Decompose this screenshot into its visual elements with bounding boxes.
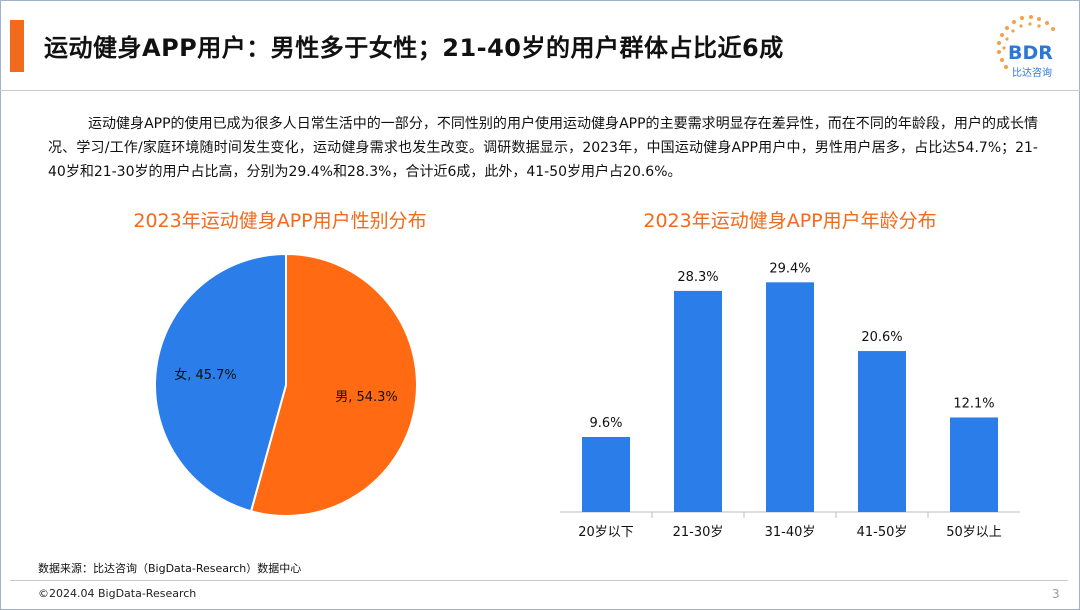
- x-tick-label: 41-50岁: [857, 525, 908, 540]
- pie-label-female: 女, 45.7%: [174, 367, 237, 383]
- bar-value-label: 20.6%: [861, 330, 902, 345]
- x-tick-label: 50岁以上: [946, 525, 1002, 540]
- bar-value-label: 9.6%: [589, 416, 622, 431]
- page-title: 运动健身APP用户：男性多于女性；21-40岁的用户群体占比近6成: [44, 34, 784, 62]
- x-tick-label: 31-40岁: [765, 525, 816, 540]
- age-chart-title: 2023年运动健身APP用户年龄分布: [643, 210, 937, 232]
- bar-value-label: 29.4%: [769, 261, 810, 276]
- gender-pie-chart: 男, 54.3% 女, 45.7%: [154, 252, 418, 517]
- logo-subtitle: 比达咨询: [1012, 68, 1052, 79]
- bar-value-label: 12.1%: [953, 396, 994, 411]
- pie-slice-female: [154, 252, 287, 513]
- logo-dots-icon: [997, 15, 1055, 69]
- x-tick-label: 20岁以下: [578, 525, 634, 540]
- page-number: 3: [1052, 587, 1060, 601]
- gender-chart-title: 2023年运动健身APP用户性别分布: [133, 210, 427, 232]
- bar-4: [950, 417, 998, 512]
- bar-2: [766, 282, 814, 512]
- title-accent-bar: [10, 20, 24, 72]
- x-tick-label: 21-30岁: [673, 525, 724, 540]
- bar-3: [858, 351, 906, 512]
- pie-label-male: 男, 54.3%: [335, 390, 398, 405]
- bar-0: [582, 437, 630, 512]
- age-bar-chart: 9.6% 20岁以下 28.3% 21-30岁 29.4% 31-40岁 20.6% 41-5…: [560, 261, 1020, 540]
- bar-1: [674, 290, 722, 512]
- pie-slice-male: [249, 252, 418, 517]
- header-divider: [0, 90, 1080, 91]
- footer-divider: [10, 580, 1068, 581]
- bar-value-label: 28.3%: [677, 270, 718, 285]
- intro-paragraph: 运动健身APP的使用已成为很多人日常生活中的一部分，不同性别的用户使用运动健身A…: [48, 116, 1038, 180]
- copyright: ©2024.04 BigData-Research: [38, 587, 197, 600]
- data-source: 数据来源：比达咨询（BigData-Research）数据中心: [38, 562, 302, 575]
- bdr-logo: BDR 比达咨询: [992, 12, 1064, 82]
- logo-text: BDR: [1008, 42, 1053, 64]
